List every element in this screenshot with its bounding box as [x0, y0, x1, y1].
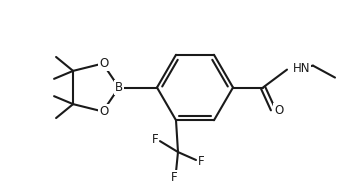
Text: O: O	[274, 104, 284, 117]
Text: F: F	[171, 171, 177, 184]
Text: B: B	[115, 81, 123, 94]
Text: O: O	[99, 105, 108, 118]
Text: F: F	[198, 155, 204, 169]
Text: O: O	[99, 57, 108, 70]
Text: F: F	[152, 133, 158, 146]
Text: HN: HN	[293, 62, 310, 75]
